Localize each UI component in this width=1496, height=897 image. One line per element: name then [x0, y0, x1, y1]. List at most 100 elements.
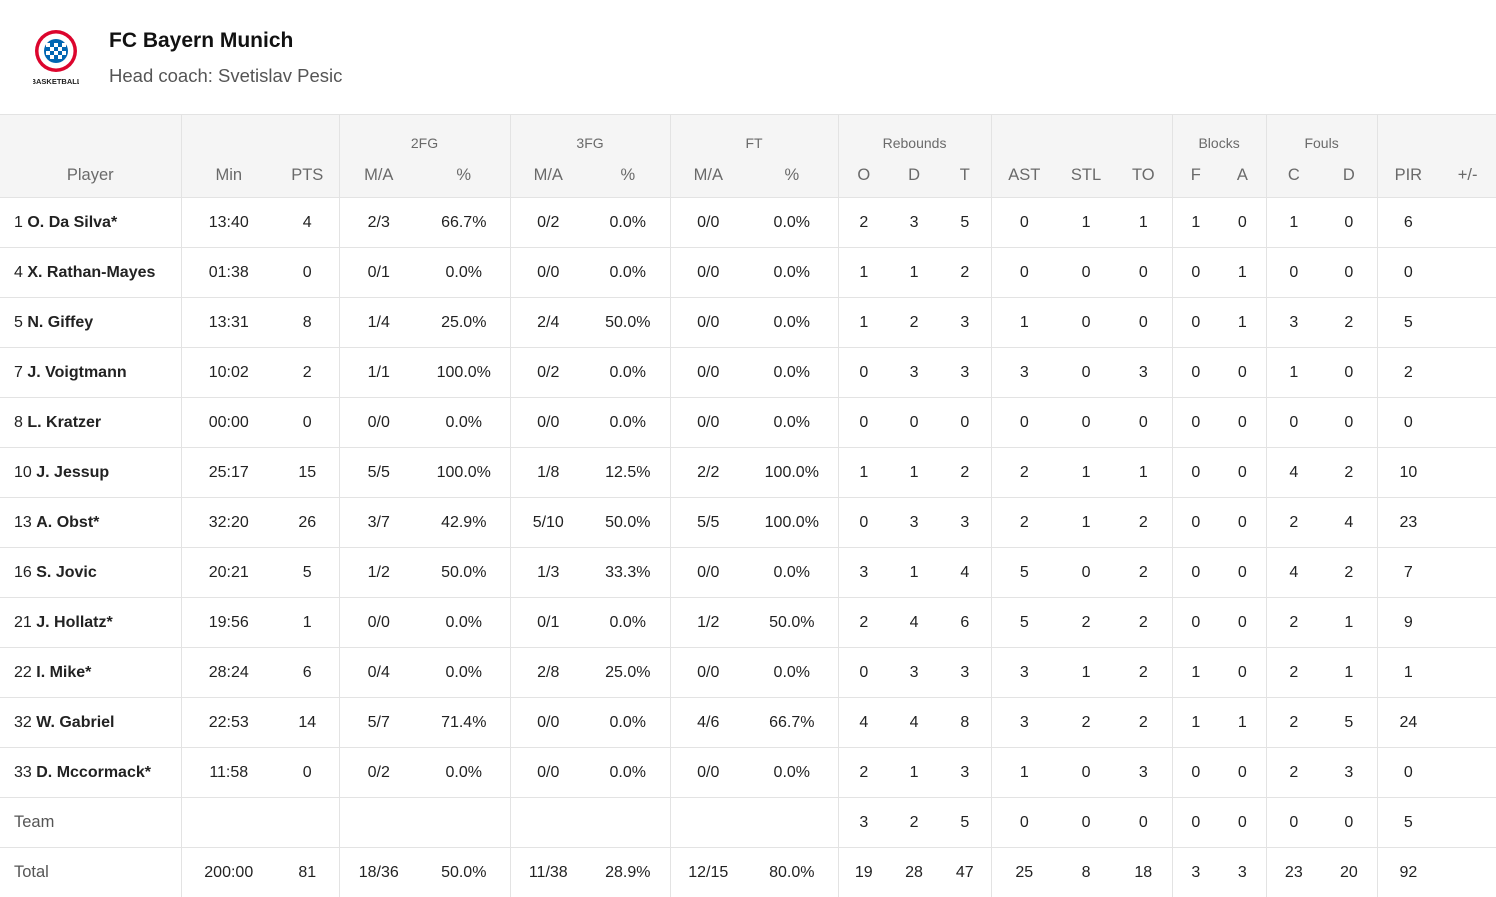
stat-ast: 0 [991, 248, 1057, 298]
stat-ft-pct: 100.0% [746, 498, 838, 548]
stat-ft-pct: 0.0% [746, 548, 838, 598]
stat-2fg-ma [339, 798, 418, 848]
stat-reb-t: 6 [939, 598, 991, 648]
player-name-link[interactable]: W. Gabriel [36, 714, 114, 731]
player-cell[interactable]: 8 L. Kratzer [0, 398, 181, 448]
stat-reb-t: 3 [939, 298, 991, 348]
col-header-player[interactable]: Player [0, 153, 181, 198]
stat-reb-d: 28 [889, 848, 939, 897]
player-cell[interactable]: 1 O. Da Silva* [0, 198, 181, 248]
player-cell[interactable]: 4 X. Rathan-Mayes [0, 248, 181, 298]
stat-reb-d: 3 [889, 498, 939, 548]
stat-ast: 2 [991, 498, 1057, 548]
col-header-2fg-pct[interactable]: % [418, 153, 510, 198]
stat-blk-f: 0 [1172, 798, 1219, 848]
col-header-foul-c[interactable]: C [1266, 153, 1321, 198]
team-logo: BASKETBALL [33, 29, 79, 87]
stat-to: 0 [1115, 398, 1172, 448]
stat-foul-d: 0 [1321, 398, 1377, 448]
stat-reb-d: 1 [889, 448, 939, 498]
col-header-min[interactable]: Min [181, 153, 276, 198]
col-header-blk-f[interactable]: F [1172, 153, 1219, 198]
col-header-pir[interactable]: PIR [1377, 153, 1439, 198]
player-name-link[interactable]: O. Da Silva* [27, 214, 117, 231]
stat-pir: 9 [1377, 598, 1439, 648]
stat-blk-a: 0 [1219, 598, 1266, 648]
player-name-link[interactable]: X. Rathan-Mayes [27, 264, 155, 281]
stat-reb-d: 3 [889, 198, 939, 248]
player-cell[interactable]: 21 J. Hollatz* [0, 598, 181, 648]
player-cell[interactable]: 33 D. Mccormack* [0, 748, 181, 798]
stat-blk-f: 1 [1172, 198, 1219, 248]
player-cell[interactable]: 7 J. Voigtmann [0, 348, 181, 398]
col-header-pts[interactable]: PTS [276, 153, 339, 198]
stat-blk-f: 1 [1172, 648, 1219, 698]
player-name-link[interactable]: J. Jessup [36, 464, 109, 481]
stat-3fg-ma: 0/0 [510, 398, 586, 448]
player-name-link[interactable]: J. Voigtmann [27, 364, 126, 381]
col-header-stl[interactable]: STL [1057, 153, 1115, 198]
group-ft: FT [670, 115, 838, 153]
col-header-ft-ma[interactable]: M/A [670, 153, 746, 198]
col-header-3fg-pct[interactable]: % [586, 153, 670, 198]
player-number: 4 [14, 264, 23, 281]
stat-blk-f: 0 [1172, 398, 1219, 448]
player-name-link[interactable]: D. Mccormack* [36, 764, 151, 781]
column-group-row: 2FG 3FG FT Rebounds Blocks Fouls [0, 115, 1496, 153]
player-name-link[interactable]: N. Giffey [27, 314, 93, 331]
group-empty [0, 115, 181, 153]
player-number: 8 [14, 414, 23, 431]
stat-foul-d: 2 [1321, 448, 1377, 498]
player-name-link[interactable]: A. Obst* [36, 514, 99, 531]
col-header-3fg-ma[interactable]: M/A [510, 153, 586, 198]
stat-to: 1 [1115, 448, 1172, 498]
player-name-link[interactable]: I. Mike* [36, 664, 91, 681]
stat-reb-d: 0 [889, 398, 939, 448]
col-header-ft-pct[interactable]: % [746, 153, 838, 198]
stat-foul-d: 0 [1321, 198, 1377, 248]
stat-ft-ma: 4/6 [670, 698, 746, 748]
stat-foul-c: 2 [1266, 648, 1321, 698]
col-header-reb-o[interactable]: O [838, 153, 889, 198]
stat-2fg-pct: 0.0% [418, 248, 510, 298]
stat-reb-o: 3 [838, 798, 889, 848]
stat-min: 22:53 [181, 698, 276, 748]
stat-blk-a: 1 [1219, 248, 1266, 298]
col-header-reb-d[interactable]: D [889, 153, 939, 198]
player-name-link[interactable]: J. Hollatz* [36, 614, 112, 631]
stat-stl: 0 [1057, 248, 1115, 298]
player-name-link[interactable]: S. Jovic [36, 564, 96, 581]
stat-reb-t: 3 [939, 648, 991, 698]
col-header-2fg-ma[interactable]: M/A [339, 153, 418, 198]
stat-stl: 8 [1057, 848, 1115, 897]
stat-ft-ma: 2/2 [670, 448, 746, 498]
stat-foul-d: 3 [1321, 748, 1377, 798]
stat-reb-d: 1 [889, 748, 939, 798]
stat-3fg-ma: 0/2 [510, 198, 586, 248]
stat-plus-minus [1439, 398, 1496, 448]
col-header-ast[interactable]: AST [991, 153, 1057, 198]
stat-3fg-pct: 0.0% [586, 398, 670, 448]
col-header-to[interactable]: TO [1115, 153, 1172, 198]
col-header-blk-a[interactable]: A [1219, 153, 1266, 198]
player-cell[interactable]: 10 J. Jessup [0, 448, 181, 498]
col-header-foul-d[interactable]: D [1321, 153, 1377, 198]
stat-ast: 5 [991, 548, 1057, 598]
stat-ft-pct: 0.0% [746, 198, 838, 248]
player-cell[interactable]: 32 W. Gabriel [0, 698, 181, 748]
player-cell[interactable]: 13 A. Obst* [0, 498, 181, 548]
col-header-plus-minus[interactable]: +/- [1439, 153, 1496, 198]
player-name-link[interactable]: L. Kratzer [27, 414, 101, 431]
stat-pir: 0 [1377, 398, 1439, 448]
group-2fg: 2FG [339, 115, 510, 153]
stat-blk-f: 0 [1172, 548, 1219, 598]
player-number: 7 [14, 364, 23, 381]
player-number: 13 [14, 514, 32, 531]
col-header-reb-t[interactable]: T [939, 153, 991, 198]
player-cell[interactable]: 16 S. Jovic [0, 548, 181, 598]
player-cell[interactable]: 22 I. Mike* [0, 648, 181, 698]
player-cell[interactable]: 5 N. Giffey [0, 298, 181, 348]
stat-ft-ma [670, 798, 746, 848]
